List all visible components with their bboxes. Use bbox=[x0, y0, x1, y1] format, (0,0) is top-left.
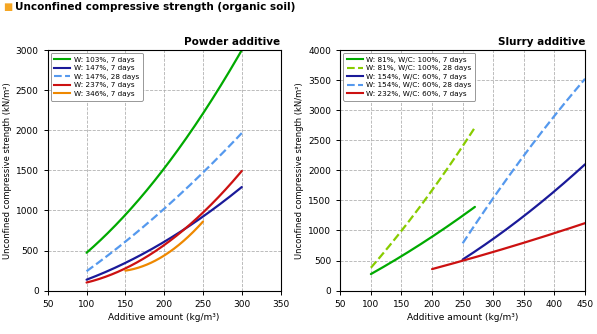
Y-axis label: Unconfined compressive strength (kN/m²): Unconfined compressive strength (kN/m²) bbox=[2, 82, 11, 259]
Text: Unconfined compressive strength (organic soil): Unconfined compressive strength (organic… bbox=[15, 2, 296, 12]
Legend: W: 81%, W/C: 100%, 7 days, W: 81%, W/C: 100%, 28 days, W: 154%, W/C: 60%, 7 days: W: 81%, W/C: 100%, 7 days, W: 81%, W/C: … bbox=[343, 53, 475, 101]
Text: ■: ■ bbox=[3, 2, 12, 12]
X-axis label: Additive amount (kg/m³): Additive amount (kg/m³) bbox=[109, 313, 220, 322]
Y-axis label: Unconfined compressive strength (kN/m²): Unconfined compressive strength (kN/m²) bbox=[295, 82, 304, 259]
X-axis label: Additive amount (kg/m³): Additive amount (kg/m³) bbox=[407, 313, 518, 322]
Text: Powder additive: Powder additive bbox=[184, 36, 281, 46]
Legend: W: 103%, 7 days, W: 147%, 7 days, W: 147%, 28 days, W: 237%, 7 days, W: 346%, 7 : W: 103%, 7 days, W: 147%, 7 days, W: 147… bbox=[51, 53, 143, 101]
Text: Slurry additive: Slurry additive bbox=[498, 36, 585, 46]
